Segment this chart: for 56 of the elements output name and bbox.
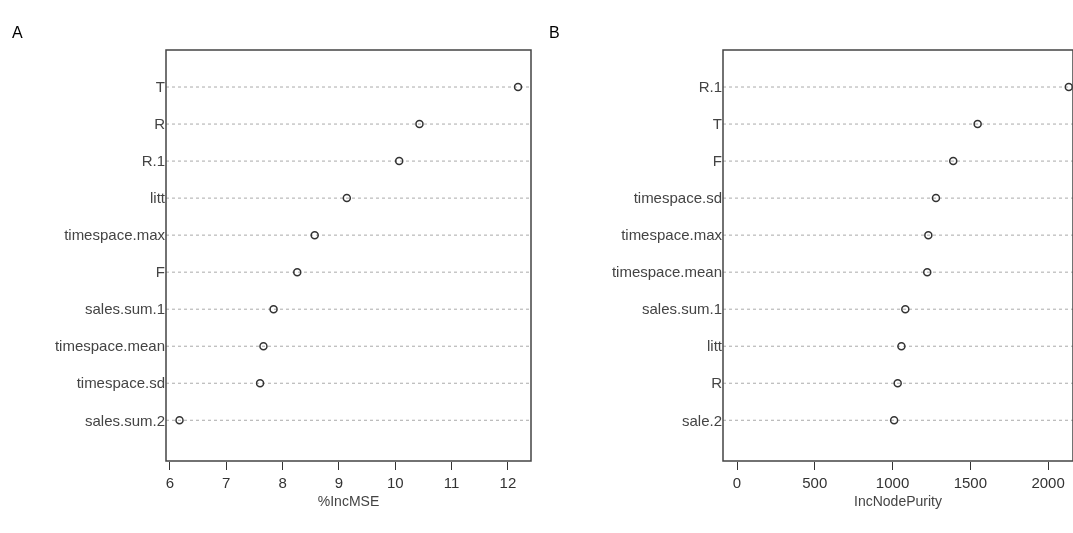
- point: [924, 230, 933, 240]
- y-tick-label: T: [712, 115, 722, 133]
- x-tick-label: 0: [732, 474, 742, 491]
- x-tick-label: 9: [334, 474, 344, 491]
- y-tick-label: timespace.mean: [611, 263, 722, 281]
- y-tick-label: T: [155, 78, 165, 96]
- x-tick-label: 11: [443, 474, 460, 491]
- point: [973, 119, 982, 129]
- point: [889, 416, 899, 425]
- point: [1064, 82, 1073, 92]
- x-axis-title: IncNodePurity: [854, 493, 942, 510]
- x-tick-label: 2000: [1031, 474, 1065, 491]
- y-tick-label: R.1: [141, 152, 165, 170]
- text: B: [549, 23, 560, 41]
- y-tick-label: sales.sum.2: [84, 411, 165, 429]
- y-tick-label: F: [712, 152, 722, 170]
- y-tick-label: sales.sum.1: [641, 300, 722, 318]
- point: [901, 304, 910, 314]
- point: [897, 341, 906, 351]
- y-tick-label: R.1: [698, 78, 722, 96]
- y-tick-label: timespace.max: [621, 226, 723, 244]
- x-tick-label: 10: [386, 474, 404, 491]
- point: [310, 230, 319, 240]
- y-tick-label: F: [155, 263, 165, 281]
- x-tick-label: 1000: [875, 474, 910, 491]
- point: [342, 193, 352, 203]
- x-tick-label: 8: [278, 474, 287, 491]
- point: [269, 304, 278, 314]
- y-tick-label: sale.2: [681, 411, 722, 429]
- x-tick-label: 1500: [953, 474, 988, 491]
- x-axis-title: %IncMSE: [317, 493, 380, 510]
- y-tick-label: timespace.sd: [633, 189, 722, 207]
- y-tick-label: R: [711, 374, 723, 392]
- x-tick-label: 500: [802, 474, 828, 491]
- text: A: [12, 23, 23, 41]
- point: [259, 341, 268, 351]
- y-tick-label: litt: [150, 189, 166, 207]
- x-tick-label: 12: [499, 474, 517, 491]
- point: [415, 119, 424, 129]
- point: [513, 82, 523, 92]
- point: [948, 156, 958, 166]
- y-tick-label: litt: [707, 337, 723, 355]
- y-tick-label: sales.sum.1: [84, 300, 165, 318]
- point: [292, 267, 302, 277]
- point: [931, 193, 941, 203]
- y-tick-label: timespace.sd: [76, 374, 165, 392]
- point: [893, 378, 902, 388]
- point: [394, 156, 404, 166]
- x-tick-label: 7: [222, 474, 231, 491]
- y-tick-label: timespace.max: [64, 226, 166, 244]
- point: [255, 378, 265, 388]
- x-tick-label: 6: [165, 474, 175, 491]
- y-tick-label: R: [154, 115, 166, 133]
- point: [922, 267, 932, 277]
- y-tick-label: timespace.mean: [54, 337, 165, 355]
- point: [175, 416, 184, 425]
